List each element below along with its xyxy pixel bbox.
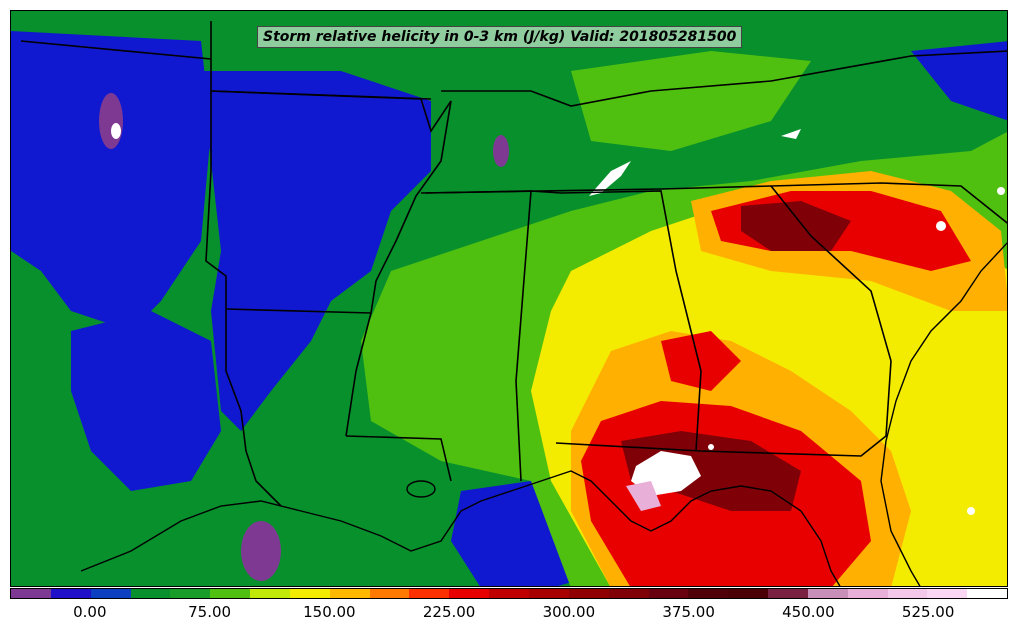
- coastline-atlantic: [880, 242, 1007, 586]
- colorbar-segment: [409, 589, 450, 598]
- boundary-kentucky: [441, 50, 1007, 107]
- field-white-spot: [997, 187, 1005, 195]
- colorbar-tick-label: 300.00: [542, 603, 596, 621]
- field-darkred: [621, 431, 801, 511]
- map-panel: Storm relative helicity in 0-3 km (J/kg)…: [10, 10, 1008, 587]
- boundary-georgia-sc: [770, 185, 892, 362]
- colorbar-segment: [728, 589, 769, 598]
- colorbar-segment: [967, 589, 1008, 598]
- field-blue-central: [201, 71, 431, 431]
- field-red-spot: [661, 331, 741, 391]
- helicity-map: [11, 11, 1007, 586]
- field-purple-spot: [241, 521, 281, 581]
- field-purple-spot: [493, 135, 509, 167]
- colorbar-segment: [369, 589, 410, 598]
- boundary-mississippi-river: [345, 100, 452, 437]
- colorbar-segment: [11, 589, 51, 598]
- field-purple-spot: [99, 93, 123, 149]
- field-white-spot: [111, 123, 121, 139]
- colorbar-segment: [250, 589, 290, 598]
- colorbar-tick-label: 225.00: [422, 603, 476, 621]
- colorbar-segment: [887, 589, 928, 598]
- field-white-spot: [781, 129, 801, 139]
- field-white-spot: [708, 444, 714, 450]
- colorbar-segment: [927, 589, 968, 598]
- boundary-arkansas-missouri: [210, 90, 432, 100]
- boundary-ms-la-south: [345, 435, 452, 482]
- colorbar-tick-label: 375.00: [662, 603, 715, 621]
- field-pink-core: [626, 481, 661, 511]
- coastline: [80, 242, 1007, 586]
- field-white-spot: [936, 221, 946, 231]
- map-title: Storm relative helicity in 0-3 km (J/kg)…: [257, 26, 743, 48]
- colorbar-tick-label: 0.00: [73, 603, 107, 621]
- colorbar-tick-label: 450.00: [782, 603, 835, 621]
- colorbar-segment: [489, 589, 529, 598]
- colorbar-tick-label: 150.00: [303, 603, 356, 621]
- field-lightgreen-north: [571, 51, 811, 151]
- colorbar-segment: [289, 589, 330, 598]
- colorbar-segment: [90, 589, 131, 598]
- colorbar-segment: [688, 589, 729, 598]
- boundary-tennessee-north: [420, 182, 1007, 224]
- colorbar-segment: [648, 589, 689, 598]
- field-darkred-ne: [741, 201, 851, 251]
- field-blue-nw: [51, 51, 191, 141]
- colorbar-segment: [50, 589, 91, 598]
- field-white-spot: [967, 507, 975, 515]
- colorbar-segment: [847, 589, 888, 598]
- colorbar-segment: [807, 589, 848, 598]
- field-blue-ne: [911, 41, 1007, 121]
- coastline-gulf: [80, 470, 841, 586]
- colorbar-segment: [170, 589, 211, 598]
- colorbar-segment: [329, 589, 370, 598]
- colorbar-tick-label: 75.00: [188, 603, 232, 621]
- field-white-spot: [589, 161, 631, 196]
- colorbar-segment: [608, 589, 649, 598]
- colorbar-segment: [449, 589, 490, 598]
- boundary-florida-north: [555, 360, 892, 457]
- colorbar-segment: [528, 589, 569, 598]
- boundary-arkansas-louisiana: [225, 308, 372, 314]
- colorbar: [10, 588, 1008, 599]
- lake-pontchartrain: [406, 480, 436, 498]
- colorbar-segment: [568, 589, 609, 598]
- colorbar-segment: [130, 589, 171, 598]
- colorbar-segment: [768, 589, 808, 598]
- colorbar-segment: [210, 589, 251, 598]
- boundary-kansas-oklahoma: [20, 40, 212, 60]
- boundary-louisiana: [225, 309, 282, 507]
- field-blue-texas: [71, 311, 221, 491]
- state-boundaries: [20, 21, 1007, 507]
- boundary-alabama-georgia: [530, 190, 702, 452]
- colorbar-tick-labels: 0.00 75.00 150.00 225.00 300.00 375.00 450.00 5…: [10, 603, 1008, 623]
- boundary-arkansas-north: [205, 91, 227, 309]
- colorbar-tick-label: 525.00: [901, 603, 955, 621]
